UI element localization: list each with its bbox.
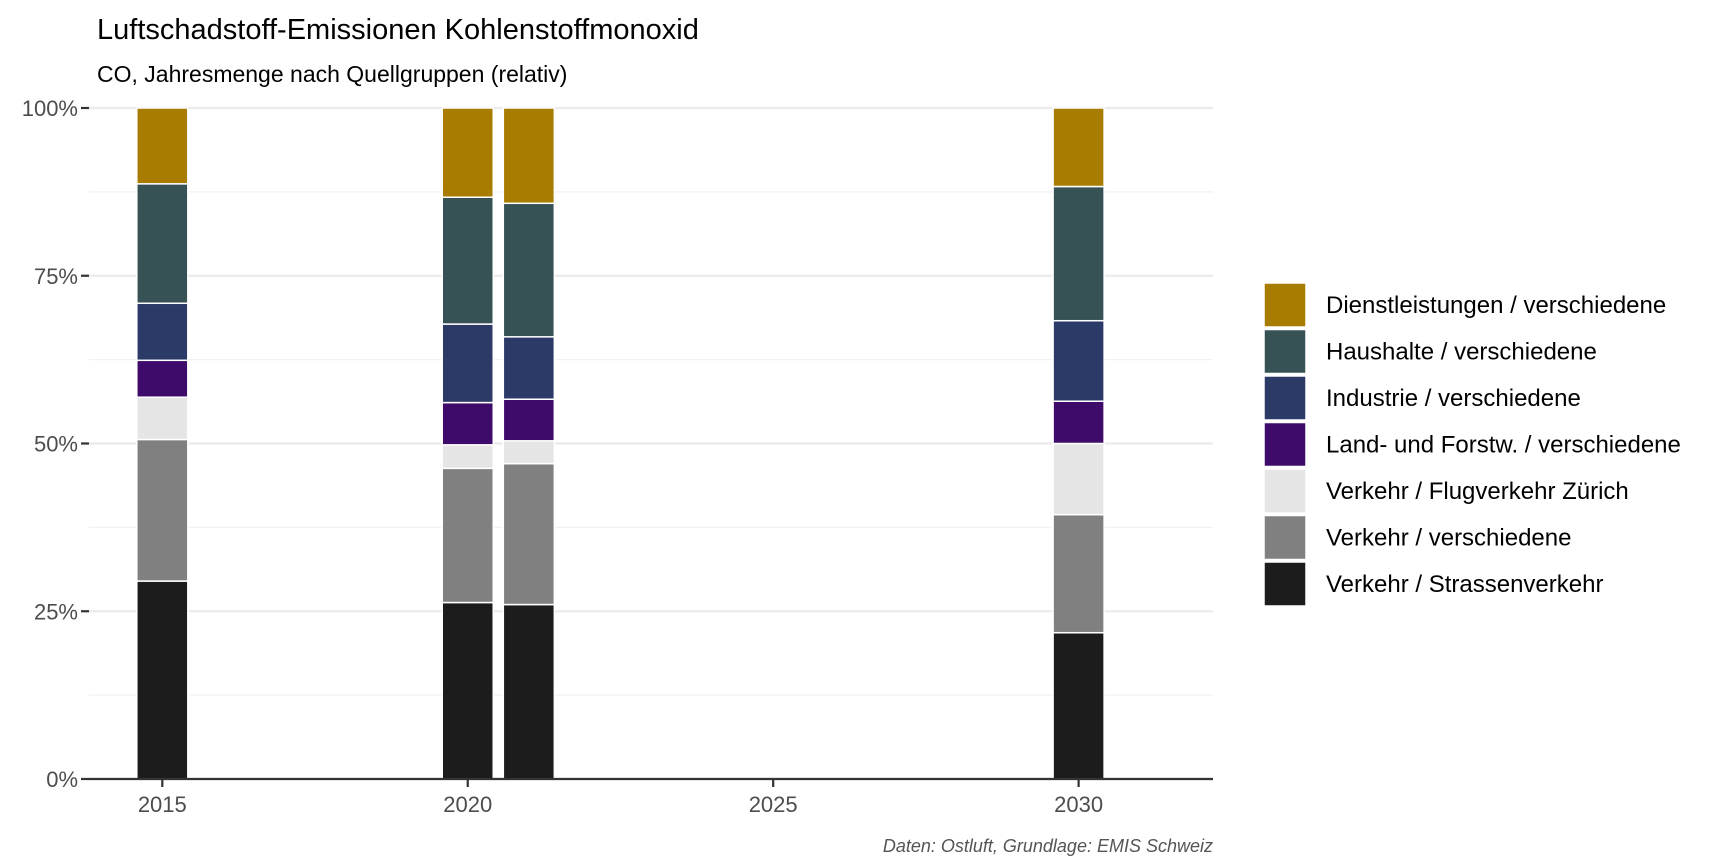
bar-segment — [441, 444, 494, 470]
legend-key — [1263, 421, 1307, 468]
y-tick-label: 100% — [22, 96, 78, 121]
bar-segment — [1052, 185, 1105, 322]
legend-key — [1263, 561, 1307, 607]
bar-segment — [1052, 107, 1105, 188]
bar-segment — [441, 467, 494, 604]
bar-segment — [136, 580, 189, 780]
bar-segment — [502, 107, 556, 205]
legend: Dienstleistungen / verschiedene Haushalte… — [1263, 282, 1681, 607]
bar-segment — [502, 398, 556, 442]
bar-segment — [441, 401, 494, 446]
x-tick-label: 2030 — [1054, 792, 1103, 817]
legend-label: Land- und Forstw. / verschiedene — [1326, 432, 1681, 459]
legend-key — [1263, 468, 1307, 514]
bar-segment — [502, 462, 556, 606]
y-tick-label: 75% — [34, 264, 78, 289]
bar-segment — [502, 603, 556, 780]
bar-segment — [502, 336, 556, 400]
legend-key — [1263, 514, 1307, 561]
legend-key — [1263, 375, 1307, 421]
bar-segment — [136, 302, 189, 362]
bar-segment — [1052, 319, 1105, 402]
legend-key — [1263, 282, 1307, 328]
bar-segment — [136, 359, 189, 398]
chart-caption: Daten: Ostluft, Grundlage: EMIS Schweiz — [883, 836, 1213, 856]
bar-segment — [441, 601, 494, 780]
x-tick-label: 2025 — [749, 792, 798, 817]
chart-title: Luftschadstoff-Emissionen Kohlenstoffmon… — [97, 14, 699, 46]
bar-segment — [441, 107, 494, 198]
legend-label: Verkehr / Flugverkehr Zürich — [1326, 478, 1629, 505]
y-tick-label: 50% — [34, 432, 78, 457]
bar-segment — [1052, 442, 1105, 516]
bar-segment — [1052, 400, 1105, 445]
x-tick-label: 2020 — [443, 792, 492, 817]
bar-segment — [136, 438, 189, 582]
bar-segment — [1052, 631, 1105, 780]
chart-subtitle: CO, Jahresmenge nach Quellgruppen (relat… — [97, 61, 567, 87]
bar-segment — [136, 183, 189, 305]
x-tick-label: 2015 — [138, 792, 187, 817]
legend-label: Haushalte / verschiedene — [1326, 339, 1597, 366]
bar-segment — [502, 202, 556, 338]
legend-label: Verkehr / verschiedene — [1326, 525, 1571, 552]
plot-area: 0% 25% 50% 75% 100% 2015 2020 2025 2030 — [22, 96, 1213, 817]
legend-label: Industrie / verschiedene — [1326, 385, 1581, 412]
y-tick-label: 25% — [34, 599, 78, 624]
legend-label: Dienstleistungen / verschiedene — [1326, 292, 1666, 319]
bar-segment — [441, 323, 494, 404]
bar-segment — [136, 396, 189, 441]
legend-key — [1263, 328, 1307, 375]
y-tick-label: 0% — [46, 767, 78, 792]
legend-label: Verkehr / Strassenverkehr — [1326, 571, 1603, 598]
bar-segment — [1052, 513, 1105, 634]
bar-segment — [136, 107, 189, 185]
bar-segment — [502, 440, 556, 465]
bar-segment — [441, 196, 494, 325]
